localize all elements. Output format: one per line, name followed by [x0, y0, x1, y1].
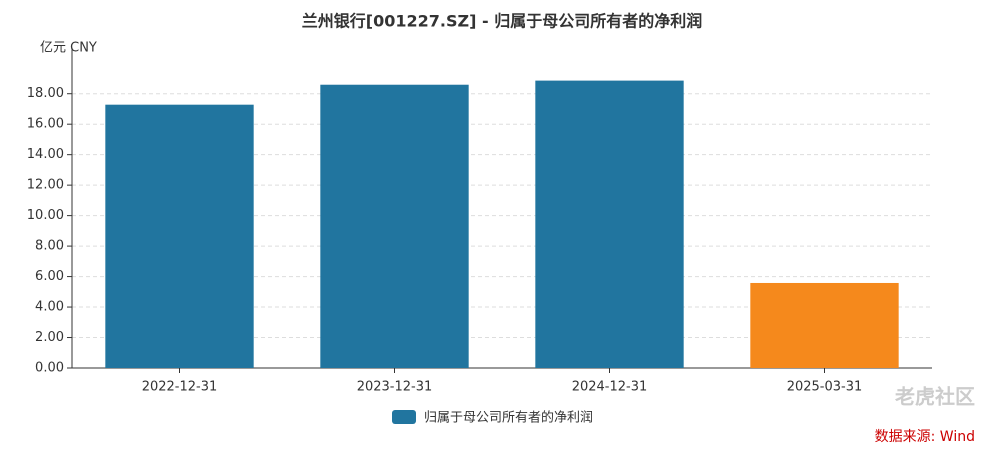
- y-tick-label: 2.00: [35, 330, 64, 345]
- y-tick-label: 14.00: [27, 147, 64, 162]
- y-tick-label: 6.00: [35, 269, 64, 284]
- y-tick-label: 18.00: [27, 86, 64, 101]
- x-tick-label: 2022-12-31: [142, 380, 218, 395]
- bar: [750, 282, 899, 368]
- y-tick-label: 12.00: [27, 178, 64, 193]
- x-tick-label: 2024-12-31: [572, 380, 648, 395]
- y-tick-label: 0.00: [35, 361, 64, 376]
- bar: [535, 80, 684, 368]
- unit-label: 亿元 CNY: [40, 41, 97, 56]
- x-tick-label: 2025-03-31: [787, 380, 863, 395]
- legend-label: 归属于母公司所有者的净利润: [424, 410, 593, 426]
- watermark: 老虎社区: [895, 385, 975, 409]
- y-tick-label: 16.00: [27, 117, 64, 132]
- chart-title: 兰州银行[001227.SZ] - 归属于母公司所有者的净利润: [302, 12, 702, 31]
- bar: [105, 104, 254, 368]
- y-tick-label: 10.00: [27, 208, 64, 223]
- y-tick-label: 4.00: [35, 300, 64, 315]
- source: 数据来源: Wind: [875, 429, 975, 445]
- bar: [320, 84, 469, 368]
- x-tick-label: 2023-12-31: [357, 380, 433, 395]
- legend-swatch: [392, 410, 416, 424]
- y-tick-label: 8.00: [35, 239, 64, 254]
